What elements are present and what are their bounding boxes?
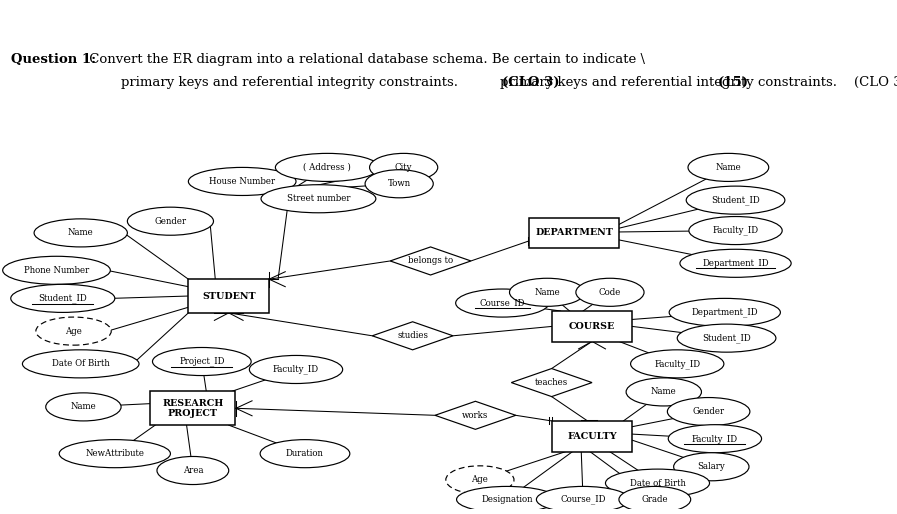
Ellipse shape xyxy=(36,317,111,345)
Text: Faculty_ID: Faculty_ID xyxy=(692,434,738,444)
Ellipse shape xyxy=(631,350,724,378)
Ellipse shape xyxy=(457,486,557,512)
Text: studies: studies xyxy=(397,332,428,340)
Text: COURSE: COURSE xyxy=(569,322,615,331)
Ellipse shape xyxy=(370,153,438,181)
Text: belongs to: belongs to xyxy=(408,256,453,265)
Text: Department_ID: Department_ID xyxy=(702,259,769,268)
FancyBboxPatch shape xyxy=(188,279,269,313)
Ellipse shape xyxy=(668,425,762,453)
Text: Salary: Salary xyxy=(698,462,725,471)
Text: STUDENT: STUDENT xyxy=(202,291,256,301)
Text: Project_ID: Project_ID xyxy=(179,357,224,366)
Text: Gender: Gender xyxy=(692,407,725,416)
Text: Street number: Street number xyxy=(287,194,350,203)
Text: NewAttribute: NewAttribute xyxy=(85,449,144,458)
Text: Name: Name xyxy=(71,402,96,411)
Text: Name: Name xyxy=(535,288,560,297)
Text: RESEARCH
PROJECT: RESEARCH PROJECT xyxy=(162,398,223,418)
Text: primary keys and referential integrity constraints.: primary keys and referential integrity c… xyxy=(121,76,458,89)
Ellipse shape xyxy=(188,168,296,195)
Text: (CLO 3): (CLO 3) xyxy=(502,76,560,89)
Text: ( Address ): ( Address ) xyxy=(303,163,352,172)
Text: House Number: House Number xyxy=(209,177,275,186)
Text: primary keys and referential integrity constraints.    (CLO 3)                (1: primary keys and referential integrity c… xyxy=(448,76,897,89)
Text: Student_ID: Student_ID xyxy=(702,333,751,343)
Ellipse shape xyxy=(3,256,110,284)
Text: City: City xyxy=(395,163,413,172)
Text: Course_ID: Course_ID xyxy=(561,494,605,504)
Text: Faculty_ID: Faculty_ID xyxy=(273,364,319,374)
Ellipse shape xyxy=(688,153,769,181)
Text: Name: Name xyxy=(651,388,676,396)
Ellipse shape xyxy=(446,466,514,494)
Ellipse shape xyxy=(34,219,127,247)
Text: Area: Area xyxy=(183,466,203,475)
FancyBboxPatch shape xyxy=(150,392,235,425)
Ellipse shape xyxy=(605,469,710,497)
Ellipse shape xyxy=(456,289,549,317)
Polygon shape xyxy=(390,247,471,275)
Text: (15): (15) xyxy=(718,76,749,89)
Ellipse shape xyxy=(22,350,139,378)
Text: Convert the ER diagram into a relational database schema. Be certain to indicate: Convert the ER diagram into a relational… xyxy=(85,53,645,66)
FancyBboxPatch shape xyxy=(529,218,619,248)
Text: Duration: Duration xyxy=(286,449,324,458)
Polygon shape xyxy=(511,369,592,397)
Text: Town: Town xyxy=(388,179,411,188)
Ellipse shape xyxy=(536,486,630,512)
Text: Student_ID: Student_ID xyxy=(39,293,87,303)
Text: Age: Age xyxy=(65,326,82,336)
Ellipse shape xyxy=(667,397,750,426)
Ellipse shape xyxy=(619,486,691,512)
FancyBboxPatch shape xyxy=(552,311,632,342)
FancyBboxPatch shape xyxy=(552,421,632,452)
Text: Course_ID: Course_ID xyxy=(480,298,525,308)
Ellipse shape xyxy=(509,278,585,306)
Text: Name: Name xyxy=(716,163,741,172)
Text: Designation: Designation xyxy=(481,495,533,504)
Ellipse shape xyxy=(674,453,749,481)
Ellipse shape xyxy=(680,249,791,278)
Ellipse shape xyxy=(626,378,701,406)
Text: Age: Age xyxy=(472,475,488,484)
Polygon shape xyxy=(372,322,453,350)
Text: DEPARTMENT: DEPARTMENT xyxy=(536,228,613,237)
Text: works: works xyxy=(462,411,489,420)
Text: Gender: Gender xyxy=(154,217,187,226)
Text: Faculty_ID: Faculty_ID xyxy=(712,226,759,235)
Ellipse shape xyxy=(59,439,170,468)
Ellipse shape xyxy=(11,284,115,313)
Text: Student_ID: Student_ID xyxy=(711,195,760,205)
Text: Faculty_ID: Faculty_ID xyxy=(654,359,701,369)
Text: Grade: Grade xyxy=(641,495,668,504)
Ellipse shape xyxy=(249,356,343,383)
Text: Question 1:: Question 1: xyxy=(11,53,96,66)
Ellipse shape xyxy=(157,456,229,485)
Ellipse shape xyxy=(576,278,644,306)
Ellipse shape xyxy=(686,186,785,214)
Ellipse shape xyxy=(669,298,780,326)
Text: Code: Code xyxy=(599,288,621,297)
Ellipse shape xyxy=(261,185,376,213)
Text: Date of Birth: Date of Birth xyxy=(630,479,685,488)
Ellipse shape xyxy=(677,324,776,352)
Text: FACULTY: FACULTY xyxy=(567,432,617,441)
Ellipse shape xyxy=(46,393,121,421)
Text: teaches: teaches xyxy=(535,378,569,387)
Ellipse shape xyxy=(275,153,379,181)
Text: Name: Name xyxy=(68,228,93,237)
Ellipse shape xyxy=(689,216,782,245)
Text: Date Of Birth: Date Of Birth xyxy=(52,359,109,369)
Ellipse shape xyxy=(365,170,433,198)
Ellipse shape xyxy=(260,439,350,468)
Text: Department_ID: Department_ID xyxy=(692,307,758,317)
Text: Phone Number: Phone Number xyxy=(24,266,89,275)
Ellipse shape xyxy=(152,347,251,376)
Polygon shape xyxy=(435,401,516,429)
Ellipse shape xyxy=(127,207,213,235)
